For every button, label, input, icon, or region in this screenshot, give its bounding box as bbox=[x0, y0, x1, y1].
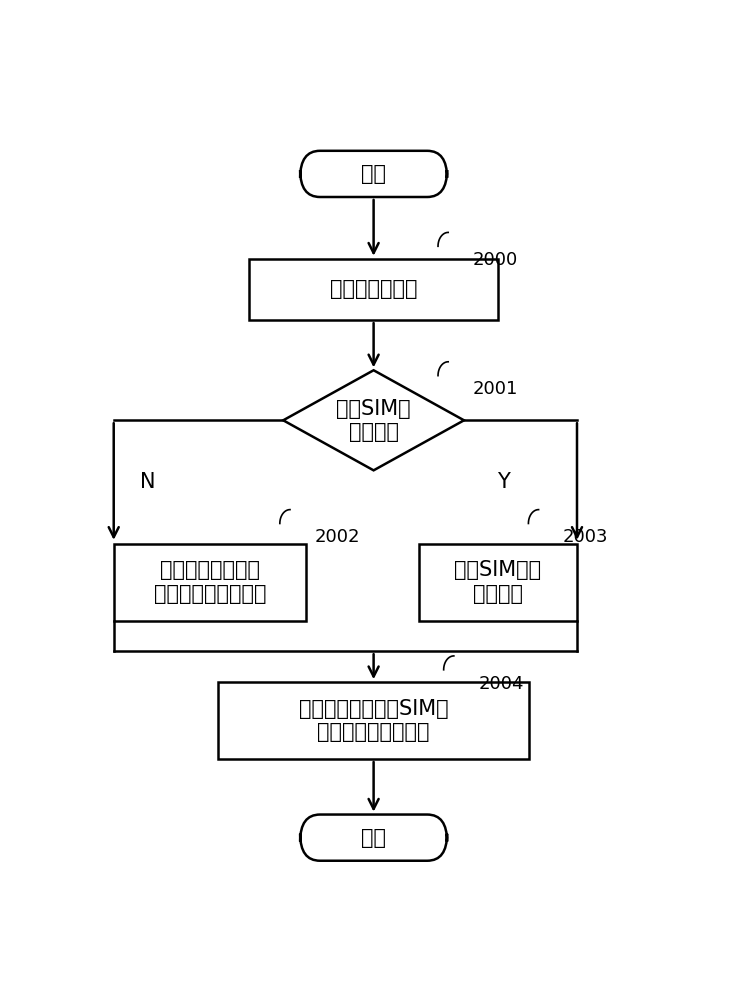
Polygon shape bbox=[283, 370, 464, 470]
Text: 测试模块连接时: 测试模块连接时 bbox=[330, 279, 418, 299]
Text: N: N bbox=[140, 472, 155, 492]
Text: 对应测试模块保存SIM卡
的标识号码相关信息: 对应测试模块保存SIM卡 的标识号码相关信息 bbox=[299, 699, 448, 742]
Text: Y: Y bbox=[497, 472, 510, 492]
FancyBboxPatch shape bbox=[300, 151, 447, 197]
Bar bbox=[114, 544, 306, 620]
Text: 2003: 2003 bbox=[563, 528, 609, 546]
Text: 2002: 2002 bbox=[314, 528, 360, 546]
Text: 获取SIM卡的
标识号码: 获取SIM卡的 标识号码 bbox=[454, 560, 542, 604]
Text: 判断SIM卡
是否存在: 判断SIM卡 是否存在 bbox=[336, 399, 411, 442]
Bar bbox=[249, 259, 498, 320]
FancyBboxPatch shape bbox=[300, 815, 447, 861]
Text: 结束: 结束 bbox=[361, 828, 386, 848]
Text: 无标识号码，不可
执行非紧急呼叫业务: 无标识号码，不可 执行非紧急呼叫业务 bbox=[154, 560, 266, 604]
Text: 2001: 2001 bbox=[472, 380, 518, 398]
Bar bbox=[218, 682, 529, 759]
Bar bbox=[418, 544, 577, 620]
Text: 2000: 2000 bbox=[472, 251, 518, 269]
Text: 2004: 2004 bbox=[478, 675, 523, 693]
Text: 开始: 开始 bbox=[361, 164, 386, 184]
